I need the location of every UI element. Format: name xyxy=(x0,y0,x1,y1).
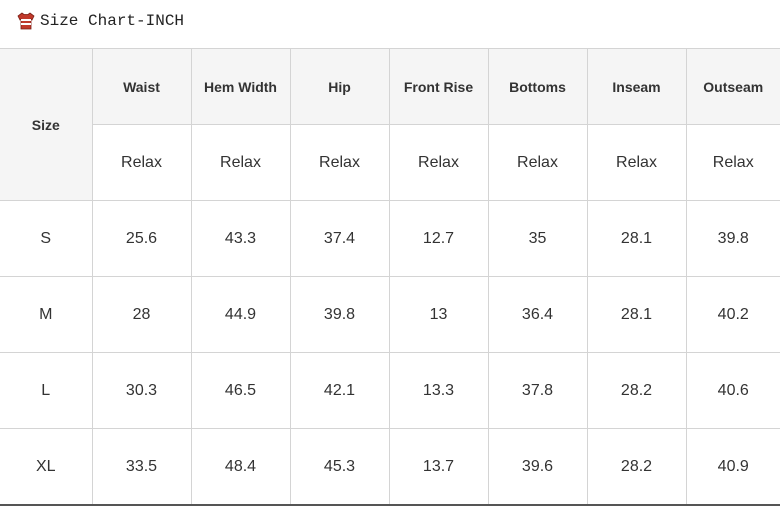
measure-cell: 46.5 xyxy=(190,352,291,429)
measure-cell: 28.2 xyxy=(586,428,687,506)
measure-cell: 13 xyxy=(388,276,489,353)
measure-cell: 37.4 xyxy=(289,200,390,277)
column-header: Bottoms xyxy=(487,48,588,125)
measure-cell: 42.1 xyxy=(289,352,390,429)
size-label: XL xyxy=(0,428,93,506)
subheader-cell: Relax xyxy=(388,124,489,201)
subheader-cell: Relax xyxy=(289,124,390,201)
measure-cell: 13.3 xyxy=(388,352,489,429)
size-row: XL 33.5 48.4 45.3 13.7 39.6 28.2 40.9 xyxy=(0,428,780,506)
column-header: Hip xyxy=(289,48,390,125)
measure-cell: 45.3 xyxy=(289,428,390,506)
measure-cell: 40.9 xyxy=(685,428,780,506)
measure-cell: 28.1 xyxy=(586,200,687,277)
measure-cell: 28 xyxy=(91,276,192,353)
subheader-row: Relax Relax Relax Relax Relax Relax Relax xyxy=(0,124,780,201)
measure-cell: 25.6 xyxy=(91,200,192,277)
table-head: Size Waist Hem Width Hip Front Rise Bottoms In… xyxy=(0,48,780,201)
column-header: Waist xyxy=(91,48,192,125)
measure-cell: 43.3 xyxy=(190,200,291,277)
corner-cell: Size xyxy=(0,48,93,201)
title-bar: Size Chart-INCH xyxy=(16,10,184,32)
size-label: S xyxy=(0,200,93,277)
column-header: Outseam xyxy=(685,48,780,125)
title: Size Chart-INCH xyxy=(40,12,185,30)
measure-cell: 37.8 xyxy=(487,352,588,429)
header-row: Size Waist Hem Width Hip Front Rise Bottoms In… xyxy=(0,48,780,201)
measure-cell: 40.6 xyxy=(685,352,780,429)
measure-cell: 28.1 xyxy=(586,276,687,353)
measure-cell: 30.3 xyxy=(91,352,192,429)
measure-cell: 48.4 xyxy=(190,428,291,506)
subheader-cell: Relax xyxy=(487,124,588,201)
size-label: L xyxy=(0,352,93,429)
measure-cell: 35 xyxy=(487,200,588,277)
measure-cell: 44.9 xyxy=(190,276,291,353)
size-label: M xyxy=(0,276,93,353)
measure-cell: 13.7 xyxy=(388,428,489,506)
measure-cell: 28.2 xyxy=(586,352,687,429)
subheader-cell: Relax xyxy=(92,124,192,201)
measure-cell: 40.2 xyxy=(685,276,780,353)
shirt-icon xyxy=(17,12,35,30)
measure-cell: 39.8 xyxy=(685,200,780,277)
measure-cell: 33.5 xyxy=(91,428,192,506)
subheader-cell: Relax xyxy=(586,124,687,201)
table-body: S 25.6 43.3 37.4 12.7 35 28.1 39.8 M 28 44.9 39.8 13… xyxy=(0,200,780,506)
column-header: Inseam xyxy=(586,48,687,125)
size-table: Size Waist Hem Width Hip Front Rise Bottoms In… xyxy=(0,48,780,506)
size-row: L 30.3 46.5 42.1 13.3 37.8 28.2 40.6 xyxy=(0,352,780,429)
column-header: Front Rise xyxy=(388,48,489,125)
subheader-cell: Relax xyxy=(685,124,780,201)
subheader-cell: Relax xyxy=(190,124,291,201)
measure-cell: 39.8 xyxy=(289,276,390,353)
measure-cell: 39.6 xyxy=(487,428,588,506)
measure-cell: 12.7 xyxy=(388,200,489,277)
size-row: M 28 44.9 39.8 13 36.4 28.1 40.2 xyxy=(0,276,780,353)
column-header: Hem Width xyxy=(190,48,291,125)
measure-cell: 36.4 xyxy=(487,276,588,353)
size-row: S 25.6 43.3 37.4 12.7 35 28.1 39.8 xyxy=(0,200,780,277)
